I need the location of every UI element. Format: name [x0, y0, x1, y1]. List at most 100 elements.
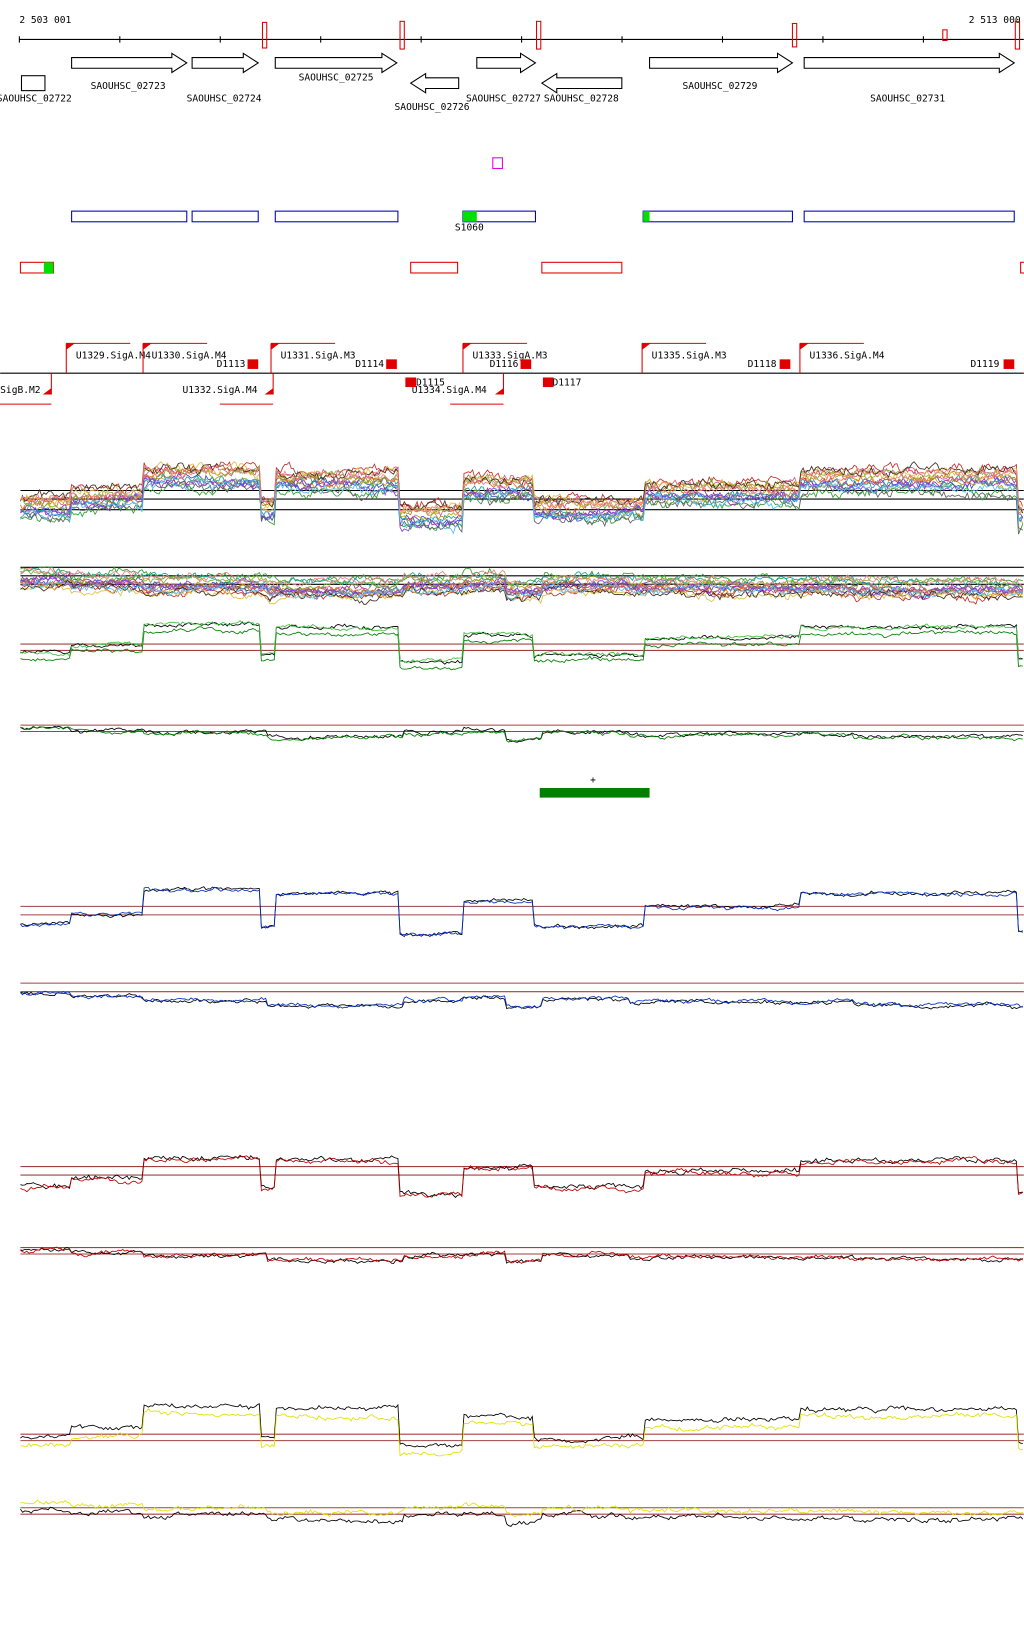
feature [642, 210, 793, 223]
trace [20, 1499, 1023, 1518]
gene [20, 75, 46, 92]
feature-highlight [462, 211, 477, 222]
feature [1020, 261, 1024, 274]
trace [20, 991, 1023, 1010]
ruler [18, 36, 1024, 43]
terminator [247, 359, 259, 369]
trace [20, 1247, 1023, 1264]
trace [20, 1506, 1024, 1527]
gene-arrow [649, 52, 794, 74]
expression-tracks [20, 461, 1024, 1527]
ruler-marker [261, 21, 268, 49]
feature-highlight [643, 211, 650, 222]
feature [410, 261, 459, 274]
promoter-flag [494, 388, 504, 395]
trace [20, 579, 1023, 605]
trace [20, 464, 1023, 518]
terminator [779, 359, 791, 369]
promoter-track: U1329.SigA.M4 U1330.SigA.M4 U1331.SigA.M3 U… [0, 342, 1015, 405]
probe-label: + [590, 775, 596, 786]
feature-label: S1060 [455, 223, 484, 234]
trace [20, 725, 1023, 743]
ruler-start: 2 503 001 [19, 15, 71, 26]
terminator [405, 377, 417, 388]
terminator [1003, 359, 1015, 369]
trace [20, 1246, 1024, 1264]
promoter-flag [271, 343, 280, 350]
gene-label: SAOUHSC_02729 [682, 81, 757, 92]
gene-label: SAOUHSC_02723 [91, 81, 166, 92]
trace [20, 480, 1024, 535]
terminator-label: D1115 [416, 377, 445, 388]
gene-label: SAOUHSC_02725 [299, 72, 374, 83]
trace [20, 886, 1023, 937]
gene-label: SAOUHSC_02726 [395, 102, 470, 113]
trace [20, 626, 1023, 671]
promoter-label: U1331.SigA.M3 [281, 351, 356, 362]
gene-arrow [540, 72, 623, 94]
trace [20, 576, 1024, 597]
ruler-marker [535, 20, 542, 50]
feature [274, 210, 399, 223]
trace [20, 474, 1024, 525]
terminator [520, 359, 532, 369]
gene-arrow [803, 52, 1016, 74]
promoter-label: SigB.M2 [0, 385, 40, 396]
terminator-label: D1117 [553, 377, 582, 388]
ruler-end: 2 513 000 [969, 15, 1021, 26]
feature-track [71, 210, 1015, 223]
trace [20, 567, 1023, 590]
trace [20, 572, 1023, 597]
antisense-track [19, 261, 1024, 274]
gene-label: SAOUHSC_02728 [544, 94, 619, 105]
terminator-label: D1119 [971, 359, 1000, 370]
gene-arrow [274, 52, 398, 74]
trace [20, 477, 1023, 535]
gene-label: SAOUHSC_02731 [870, 94, 945, 105]
terminator-label: D1113 [217, 359, 246, 370]
feature [541, 261, 623, 274]
gene-label: SAOUHSC_02722 [0, 94, 72, 105]
promoter-label: U1332.SigA.M4 [183, 385, 258, 396]
promoter-flag [143, 343, 152, 350]
ruler-marker [1014, 20, 1021, 50]
terminator-label: D1116 [490, 359, 519, 370]
promoter-flag [462, 343, 472, 350]
terminator [386, 359, 397, 369]
feature-highlight [43, 262, 54, 273]
promoter-flag [66, 343, 75, 350]
promoter-label: U1336.SigA.M4 [810, 351, 885, 362]
gene-label: SAOUHSC_02727 [466, 94, 541, 105]
gene-arrow [191, 52, 260, 74]
gene-arrow [71, 52, 188, 74]
trace [20, 583, 1023, 605]
trace [20, 1154, 1023, 1198]
trace [20, 619, 1023, 664]
gene-arrow [409, 72, 460, 94]
promoter-label: U1333.SigA.M3 [473, 351, 548, 362]
gene-track: SAOUHSC_02722 SAOUHSC_02723 SAOUHSC_02724 S… [0, 52, 1016, 113]
ruler-marker [791, 22, 798, 48]
ruler-marker [942, 29, 948, 42]
trace [20, 567, 1024, 592]
trace [20, 886, 1023, 937]
promoter-flag [42, 388, 52, 395]
terminator-label: D1118 [748, 359, 777, 370]
promoter-label: U1329.SigA.M4 [76, 351, 151, 362]
promoter-label: U1330.SigA.M4 [152, 351, 227, 362]
trace [20, 1408, 1023, 1457]
promoter-label: U1335.SigA.M3 [652, 351, 727, 362]
trace [20, 1403, 1023, 1448]
promoter-flag [264, 388, 274, 395]
trace [20, 990, 1023, 1009]
promoter-flag [799, 343, 809, 350]
trace [20, 579, 1023, 602]
terminator-label: D1114 [355, 359, 384, 370]
probe-bar [539, 788, 650, 798]
gene-arrow [476, 52, 537, 74]
marker [492, 157, 503, 170]
trace [20, 1154, 1023, 1198]
terminator [542, 377, 554, 388]
trace [20, 472, 1023, 526]
